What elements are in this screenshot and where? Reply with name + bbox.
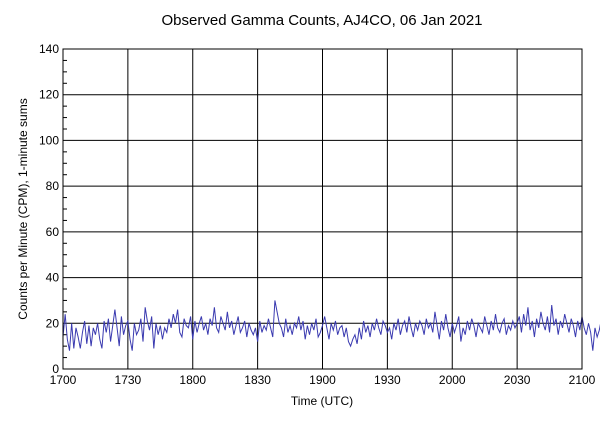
x-tick-label: 1700 <box>50 373 77 387</box>
y-tick-label: 0 <box>52 362 59 376</box>
x-tick-labels: 1700 1730 1800 1830 1900 1930 2000 2030 2100 <box>50 373 596 387</box>
x-tick-label: 1900 <box>309 373 336 387</box>
y-tick-label: 100 <box>39 133 59 147</box>
x-tick-label: 1800 <box>179 373 206 387</box>
y-tick-label: 80 <box>46 179 60 193</box>
series-line <box>62 300 600 351</box>
y-tick-label: 20 <box>46 316 60 330</box>
chart-title: Observed Gamma Counts, AJ4CO, 06 Jan 202… <box>162 12 483 29</box>
x-tick-label: 1930 <box>374 373 401 387</box>
x-tick-label: 1830 <box>244 373 271 387</box>
x-tick-label: 2100 <box>569 373 596 387</box>
x-tick-label: 2030 <box>504 373 531 387</box>
x-tick-label: 2000 <box>439 373 466 387</box>
y-tick-labels: 0 20 40 60 80 100 120 140 <box>39 42 59 376</box>
x-tick-label: 1730 <box>115 373 142 387</box>
y-tick-label: 60 <box>46 225 60 239</box>
y-tick-label: 120 <box>39 88 59 102</box>
y-tick-label: 140 <box>39 42 59 56</box>
x-axis-label: Time (UTC) <box>291 394 353 408</box>
y-axis-label: Counts per Minute (CPM), 1-minute sums <box>16 98 30 319</box>
plot-frame <box>62 48 583 370</box>
y-tick-label: 40 <box>46 271 60 285</box>
